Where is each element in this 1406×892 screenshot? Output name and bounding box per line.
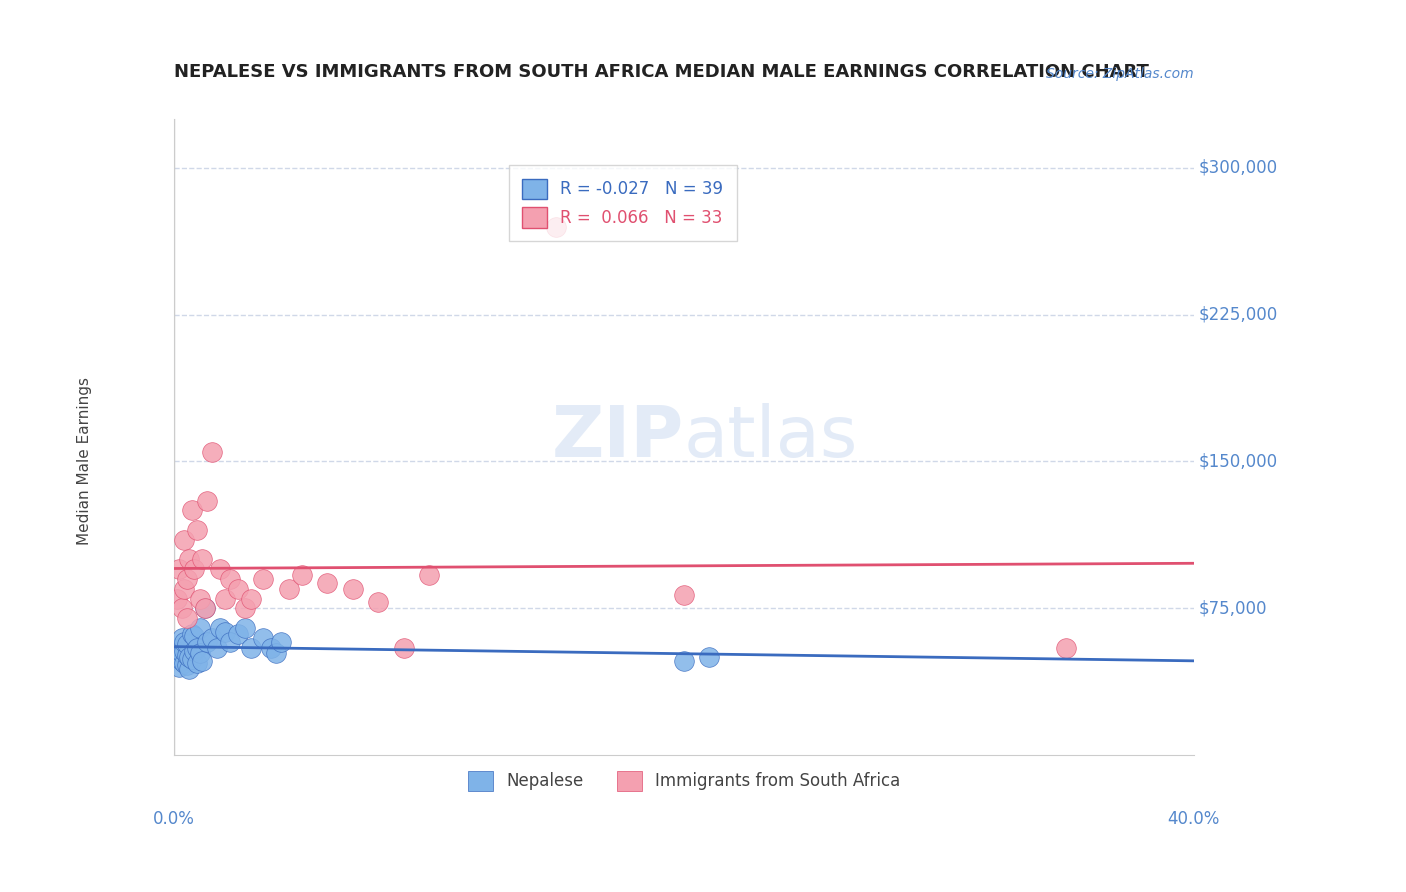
Point	[188, 621, 211, 635]
Text: NEPALESE VS IMMIGRANTS FROM SOUTH AFRICA MEDIAN MALE EARNINGS CORRELATION CHART: NEPALESE VS IMMIGRANTS FROM SOUTH AFRICA…	[174, 62, 1149, 80]
Point	[181, 503, 204, 517]
Point	[176, 658, 198, 673]
Point	[672, 588, 695, 602]
Point	[176, 637, 198, 651]
Point	[183, 644, 205, 658]
Point	[179, 650, 201, 665]
Point	[173, 656, 195, 670]
Text: Source: ZipAtlas.com: Source: ZipAtlas.com	[1046, 67, 1194, 80]
Point	[226, 582, 249, 596]
Point	[264, 647, 287, 661]
Point	[173, 634, 195, 648]
Point	[183, 629, 205, 643]
Point	[252, 631, 274, 645]
Point	[173, 533, 195, 547]
Point	[188, 647, 211, 661]
Point	[208, 562, 231, 576]
Point	[183, 562, 205, 576]
Point	[167, 660, 190, 674]
Point	[239, 591, 262, 606]
Point	[214, 624, 236, 639]
Point	[176, 611, 198, 625]
Point	[170, 647, 193, 661]
Point	[166, 591, 188, 606]
Point	[367, 595, 389, 609]
Point	[277, 582, 299, 596]
Text: $150,000: $150,000	[1199, 452, 1278, 470]
Point	[181, 627, 204, 641]
Point	[167, 640, 190, 655]
Point	[235, 621, 257, 635]
Point	[201, 631, 224, 645]
Point	[392, 640, 415, 655]
Point	[176, 648, 198, 663]
Point	[207, 640, 229, 655]
Text: atlas: atlas	[683, 402, 858, 472]
Point	[179, 552, 201, 566]
Point	[170, 601, 193, 615]
Text: $300,000: $300,000	[1199, 159, 1278, 177]
Point	[194, 601, 217, 615]
Point	[290, 568, 312, 582]
Point	[699, 650, 721, 665]
Text: $75,000: $75,000	[1199, 599, 1267, 617]
Point	[235, 601, 257, 615]
Legend: Nepalese, Immigrants from South Africa: Nepalese, Immigrants from South Africa	[461, 764, 907, 797]
Point	[214, 591, 236, 606]
Point	[546, 219, 568, 234]
Point	[418, 568, 440, 582]
Point	[219, 572, 242, 586]
Text: 0.0%: 0.0%	[153, 810, 195, 828]
Point	[179, 662, 201, 676]
Point	[170, 631, 193, 645]
Point	[239, 640, 262, 655]
Text: $225,000: $225,000	[1199, 306, 1278, 324]
Point	[342, 582, 364, 596]
Point	[672, 654, 695, 668]
Point	[201, 444, 224, 458]
Point	[219, 634, 242, 648]
Point	[170, 654, 193, 668]
Point	[226, 627, 249, 641]
Point	[186, 640, 208, 655]
Point	[1054, 640, 1077, 655]
Point	[181, 652, 204, 666]
Point	[166, 650, 188, 665]
Point	[176, 572, 198, 586]
Point	[195, 493, 218, 508]
Text: ZIP: ZIP	[551, 402, 683, 472]
Text: Median Male Earnings: Median Male Earnings	[77, 377, 93, 546]
Point	[173, 582, 195, 596]
Point	[316, 575, 339, 590]
Point	[208, 621, 231, 635]
Point	[191, 654, 214, 668]
Point	[195, 634, 218, 648]
Point	[270, 634, 292, 648]
Point	[194, 601, 217, 615]
Point	[167, 562, 190, 576]
Point	[186, 523, 208, 537]
Point	[260, 640, 283, 655]
Point	[173, 644, 195, 658]
Point	[252, 572, 274, 586]
Point	[186, 656, 208, 670]
Point	[191, 552, 214, 566]
Point	[188, 591, 211, 606]
Text: 40.0%: 40.0%	[1167, 810, 1220, 828]
